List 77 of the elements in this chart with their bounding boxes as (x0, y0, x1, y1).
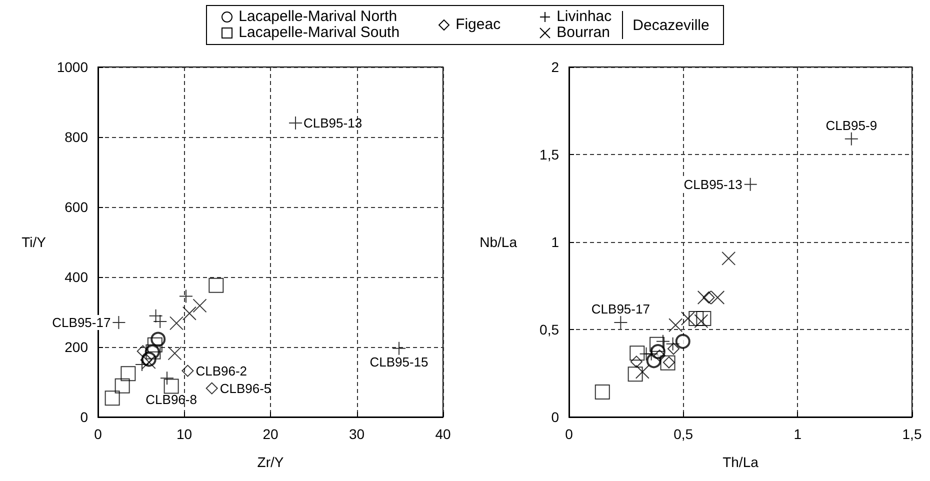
point (656, 334, 670, 348)
y-axis-title: Ti/Y (22, 234, 47, 250)
point (666, 336, 680, 351)
point (650, 336, 665, 352)
point (668, 318, 683, 332)
x-tick-label: 0,5 (674, 426, 694, 442)
annotation: CLB95-9 (826, 118, 878, 133)
x-tick-label: 40 (435, 426, 451, 442)
y-tick-label: 2 (551, 59, 560, 75)
point (743, 177, 758, 192)
point (164, 378, 179, 394)
x-tick-label: 30 (348, 426, 365, 442)
x-tick-label: 0 (565, 426, 574, 442)
point (628, 366, 643, 382)
point (630, 346, 645, 361)
point (136, 345, 149, 358)
annotation: CLB96-8 (146, 392, 197, 408)
x-axis-title: Zr/Y (257, 454, 284, 470)
point (594, 384, 610, 400)
legend-label: Bourran (556, 24, 610, 41)
annotation: CLB96-2 (196, 363, 248, 378)
y-tick-label: 800 (64, 129, 88, 145)
y-tick-label: 0 (551, 409, 560, 425)
y-tick-label: 1,5 (540, 146, 560, 162)
y-tick-label: 0 (80, 409, 88, 425)
point (710, 290, 725, 304)
y-tick-label: 200 (64, 339, 88, 355)
point (120, 366, 136, 382)
point (169, 316, 184, 330)
point (722, 251, 736, 266)
point (630, 356, 642, 368)
annotation: CLB95-13 (684, 176, 742, 192)
point (702, 291, 715, 304)
annotation: CLB95-15 (370, 354, 428, 370)
x-tick-label: 1,5 (902, 426, 922, 442)
y-tick-label: 0,5 (540, 322, 560, 338)
point (697, 290, 712, 304)
x-tick-label: 20 (262, 426, 278, 442)
legend-label: Figeac (456, 16, 501, 33)
point (192, 298, 207, 313)
point (844, 132, 858, 146)
legend-title: Decazeville (622, 11, 710, 39)
y-tick-label: 600 (64, 199, 88, 215)
point (654, 350, 666, 362)
point (206, 382, 218, 394)
legend-label: Lacapelle-Marival North (238, 8, 398, 25)
x-axis-title: Th/La (722, 454, 759, 470)
point (104, 390, 120, 406)
point (680, 311, 695, 326)
point (168, 346, 182, 360)
point (147, 337, 162, 352)
point (675, 334, 690, 349)
x-tick-label: 0 (94, 426, 102, 442)
annotation: CLB95-13 (304, 116, 362, 130)
annotation: CLB96-5 (220, 380, 272, 396)
point (644, 346, 658, 361)
point (688, 310, 704, 326)
annotation: CLB95-17 (52, 315, 111, 330)
y-tick-label: 1 (551, 234, 560, 250)
point (182, 364, 194, 377)
point (114, 378, 130, 394)
point (696, 310, 712, 326)
point (182, 306, 196, 320)
annotation: CLB95-17 (591, 302, 650, 316)
y-tick-label: 400 (64, 269, 88, 285)
point (140, 354, 152, 366)
point (178, 289, 193, 304)
legend-label: Livinhac (556, 8, 612, 25)
x-tick-label: 1 (794, 426, 802, 442)
legend-label: Lacapelle-Marival South (238, 24, 400, 41)
y-tick-label: 1000 (56, 59, 88, 75)
x-tick-label: 10 (176, 426, 192, 442)
point (668, 342, 680, 355)
point (635, 364, 650, 379)
point (694, 314, 708, 328)
y-axis-title: Nb/La (480, 234, 518, 250)
point (208, 278, 224, 293)
